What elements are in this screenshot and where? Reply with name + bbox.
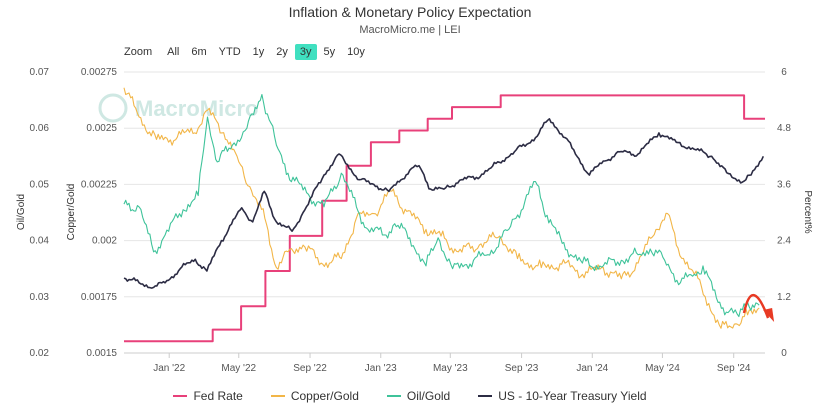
chart-title: Inflation & Monetary Policy Expectation: [288, 4, 532, 20]
series-line-us-10-year-treasury-yield: [123, 118, 765, 289]
oil-gold-tick-label: 0.06: [30, 123, 50, 134]
copper-gold-tick-label: 0.002: [92, 236, 117, 247]
zoom-2y-button[interactable]: 2y: [276, 46, 288, 58]
percent-tick-label: 2.4: [777, 236, 791, 247]
zoom-ytd-button[interactable]: YTD: [218, 46, 241, 58]
percent-tick-label: 1.2: [777, 292, 791, 303]
legend-item-copper-gold[interactable]: Copper/Gold: [270, 389, 359, 403]
percent-axis-title: Percent%: [802, 190, 813, 233]
legend-swatch-oil-gold: [386, 395, 401, 397]
percent-tick-label: 3.6: [777, 179, 791, 190]
legend-label-copper-gold: Copper/Gold: [290, 389, 359, 403]
oil-gold-axis-title: Oil/Gold: [16, 194, 27, 230]
percent-tick-label: 6: [781, 67, 787, 78]
zoom-bar: Zoom All 6m YTD 1y 2y 3y 5y 10y: [124, 44, 372, 60]
series-line-oil-gold: [123, 93, 760, 318]
copper-gold-tick-label: 0.00275: [81, 67, 118, 78]
x-tick-label: May '22: [221, 363, 256, 374]
zoom-1y-button[interactable]: 1y: [252, 46, 265, 58]
oil-gold-tick-label: 0.05: [30, 179, 50, 190]
zoom-10y-button[interactable]: 10y: [347, 46, 365, 58]
copper-gold-tick-label: 0.0025: [86, 123, 117, 134]
x-tick-label: Sep '23: [505, 363, 539, 374]
oil-gold-tick-label: 0.04: [30, 236, 50, 247]
legend-label-treasury-yield: US - 10-Year Treasury Yield: [498, 389, 647, 403]
copper-gold-axis-title: Copper/Gold: [66, 184, 77, 241]
copper-gold-tick-label: 0.00225: [81, 179, 118, 190]
percent-tick-label: 0: [781, 348, 787, 359]
legend: Fed Rate Copper/Gold Oil/Gold US - 10-Ye…: [0, 389, 820, 403]
watermark-logo-icon: [98, 93, 128, 123]
legend-item-treasury-yield[interactable]: US - 10-Year Treasury Yield: [478, 389, 647, 403]
chart-source: MacroMicro.me | LEI: [359, 24, 461, 36]
annotation-arrow-head-icon: [763, 308, 775, 322]
zoom-all-button[interactable]: All: [167, 46, 180, 58]
series-line-copper-gold: [123, 87, 760, 329]
watermark-text: MacroMicro: [135, 96, 258, 121]
legend-item-oil-gold[interactable]: Oil/Gold: [386, 389, 451, 403]
zoom-3y-button[interactable]: 3y: [294, 44, 317, 60]
oil-gold-tick-label: 0.07: [30, 67, 50, 78]
percent-tick-label: 4.8: [777, 123, 791, 134]
legend-label-oil-gold: Oil/Gold: [406, 389, 451, 403]
x-tick-label: May '23: [433, 363, 468, 374]
x-tick-label: Jan '22: [153, 363, 185, 374]
x-tick-label: Sep '24: [717, 363, 751, 374]
zoom-6m-button[interactable]: 6m: [191, 46, 207, 58]
series-line-fed-rate: [124, 94, 765, 343]
legend-item-fed-rate[interactable]: Fed Rate: [173, 389, 243, 403]
copper-gold-tick-label: 0.0015: [86, 348, 117, 359]
x-tick-label: May '24: [645, 363, 680, 374]
legend-swatch-treasury-yield: [478, 395, 493, 397]
oil-gold-tick-label: 0.03: [30, 292, 50, 303]
x-tick-label: Sep '22: [293, 363, 327, 374]
legend-swatch-fed-rate: [173, 395, 188, 397]
zoom-5y-button[interactable]: 5y: [323, 46, 336, 58]
legend-swatch-copper-gold: [270, 395, 285, 397]
oil-gold-tick-label: 0.02: [30, 348, 50, 359]
x-tick-label: Jan '24: [576, 363, 608, 374]
legend-label-fed-rate: Fed Rate: [193, 389, 243, 403]
copper-gold-tick-label: 0.00175: [81, 292, 118, 303]
x-tick-label: Jan '23: [365, 363, 397, 374]
zoom-label: Zoom: [124, 46, 153, 58]
